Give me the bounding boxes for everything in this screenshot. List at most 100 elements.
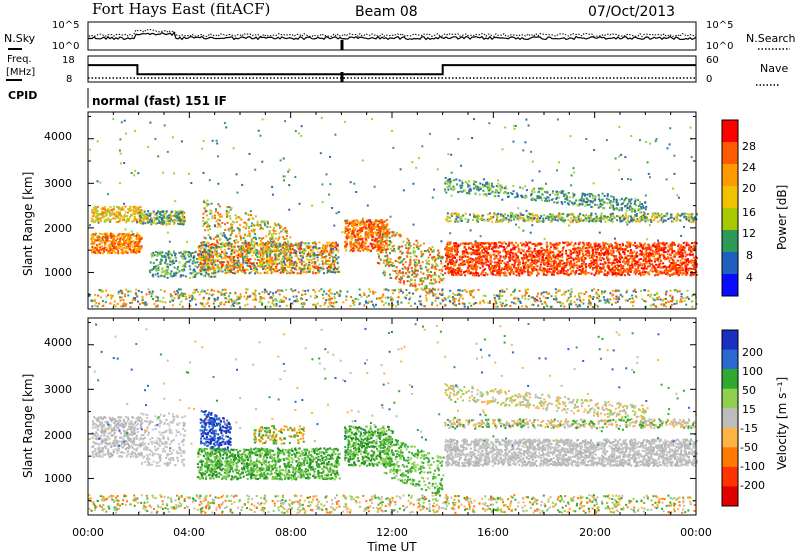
echo-cell [408, 275, 411, 278]
echo-cell [359, 224, 362, 226]
echo-cell [259, 223, 262, 226]
echo-cell [95, 247, 98, 250]
echo-cell [208, 251, 211, 254]
echo-cell [670, 244, 673, 246]
echo-cell [234, 272, 236, 275]
echo-cell [484, 254, 487, 257]
echo-cell [159, 253, 162, 256]
echo-cell [172, 219, 175, 221]
echo-cell [132, 220, 135, 222]
echo-cell [312, 257, 315, 260]
echo-cell [404, 244, 407, 247]
echo-cell [363, 243, 366, 246]
echo-cell [144, 217, 147, 220]
echo-cell [423, 250, 426, 252]
echo-cell [374, 227, 377, 230]
echo-cell [156, 222, 159, 225]
echo-cell [93, 211, 96, 214]
echo-cell [190, 272, 193, 275]
echo-cell [202, 255, 205, 258]
echo-cell [126, 238, 128, 241]
echo-cell [216, 225, 219, 228]
echo-cell [503, 241, 506, 244]
echo-cell [112, 243, 115, 246]
echo-cell [426, 249, 429, 252]
echo-cell [407, 247, 410, 250]
echo-cell [325, 255, 328, 258]
echo-cell [92, 215, 95, 218]
echo-cell [271, 263, 274, 266]
echo-cell [154, 265, 157, 268]
power-scatter-layer [88, 117, 698, 308]
echo-cell [268, 253, 271, 256]
echo-cell [585, 265, 588, 268]
echo-cell [234, 241, 237, 244]
echo-cell [258, 252, 261, 255]
echo-cell [250, 268, 253, 270]
echo-cell [463, 245, 466, 248]
echo-cell [133, 207, 136, 209]
echo-cell [283, 241, 286, 244]
echo-cell [588, 246, 591, 249]
echo-cell [226, 255, 229, 258]
echo-cell [149, 214, 152, 217]
echo-cell [623, 253, 626, 256]
echo-cell [249, 248, 252, 250]
echo-cell [120, 251, 123, 254]
echo-cell [370, 224, 373, 227]
echo-cell [242, 261, 245, 264]
echo-cell [643, 253, 646, 256]
echo-cell [269, 252, 272, 255]
echo-cell [245, 222, 248, 225]
echo-cell [173, 266, 176, 269]
echo-cell [108, 244, 111, 247]
echo-cell [138, 237, 141, 240]
echo-cell [263, 257, 265, 260]
echo-cell [133, 215, 136, 218]
echo-cell [256, 253, 259, 256]
echo-cell [627, 250, 629, 253]
freq-tick-bottom: 8 [66, 74, 72, 85]
echo-cell [381, 226, 384, 229]
echo-cell [181, 217, 184, 220]
echo-cell [349, 221, 351, 224]
echo-cell [127, 218, 130, 221]
echo-cell [527, 274, 530, 276]
echo-cell [379, 243, 382, 246]
echo-cell [275, 267, 278, 270]
echo-cell [124, 205, 127, 208]
echo-cell [379, 222, 382, 225]
echo-cell [309, 246, 312, 249]
echo-cell [238, 266, 241, 269]
echo-cell [308, 263, 311, 266]
echo-cell [691, 242, 693, 245]
echo-cell [94, 209, 97, 211]
echo-cell [361, 237, 364, 240]
echo-cell [405, 255, 408, 258]
echo-cell [139, 210, 142, 213]
echo-cell [403, 258, 406, 260]
echo-cell [666, 253, 669, 256]
echo-cell [511, 263, 514, 266]
echo-cell [382, 259, 385, 262]
echo-cell [684, 255, 687, 258]
echo-cell [197, 253, 199, 256]
echo-cell [236, 250, 239, 253]
echo-cell [183, 216, 185, 218]
echo-cell [236, 241, 239, 244]
echo-cell [612, 269, 615, 271]
echo-cell [123, 237, 126, 240]
echo-cell [540, 253, 543, 256]
echo-cell [173, 251, 175, 254]
echo-cell [364, 232, 367, 235]
echo-cell [481, 249, 484, 251]
echo-cell [221, 221, 224, 224]
echo-cell [590, 246, 593, 249]
echo-cell [391, 262, 394, 264]
echo-cell [264, 242, 267, 245]
echo-cell [550, 256, 553, 259]
echo-cell [396, 260, 399, 263]
echo-cell [266, 250, 269, 253]
echo-cell [359, 231, 362, 234]
echo-cell [232, 245, 234, 248]
